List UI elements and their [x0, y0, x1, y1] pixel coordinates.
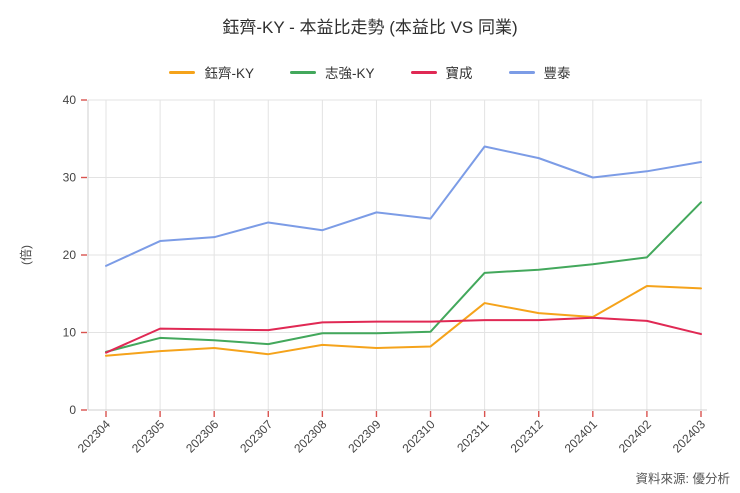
chart-legend: 鈺齊-KY 志強-KY 寶成 豐泰	[0, 62, 740, 82]
legend-label: 寶成	[445, 66, 473, 81]
legend-label: 鈺齊-KY	[204, 66, 254, 81]
legend-item-1[interactable]: 鈺齊-KY	[169, 62, 254, 82]
y-tick-label: 40	[63, 93, 77, 107]
legend-line-icon	[290, 70, 316, 74]
legend-label: 豐泰	[543, 66, 571, 81]
x-tick-label: 202304	[75, 417, 113, 455]
legend-line-icon	[169, 70, 196, 74]
x-tick-label: 202310	[399, 417, 437, 455]
series-line-4	[105, 145, 702, 267]
x-tick-label: 202309	[345, 417, 383, 455]
x-tick-label: 202402	[616, 417, 654, 455]
legend-item-4[interactable]: 豐泰	[508, 62, 571, 82]
legend-label: 志強-KY	[325, 66, 375, 81]
y-tick-label: 0	[69, 403, 76, 417]
series-line-3	[105, 316, 702, 354]
legend-line-icon	[410, 70, 437, 74]
y-tick-label: 10	[63, 326, 77, 340]
series-line-1	[105, 285, 702, 357]
legend-item-3[interactable]: 寶成	[410, 62, 473, 82]
y-tick-label: 30	[63, 171, 77, 185]
legend-item-2[interactable]: 志強-KY	[290, 62, 375, 82]
source-note: 資料來源: 優分析	[635, 472, 730, 486]
y-axis-title: (倍)	[18, 245, 33, 265]
y-tick-label: 20	[63, 248, 77, 262]
legend-line-icon	[508, 70, 535, 74]
x-tick-label: 202401	[562, 417, 600, 455]
x-tick-label: 202305	[129, 417, 167, 455]
x-tick-label: 202308	[291, 417, 329, 455]
series-line-2	[105, 201, 702, 353]
pe-trend-chart: 0 10 20 30 40 202304 202305 202306 202307 202308 2…	[18, 93, 708, 455]
x-tick-label: 202306	[183, 417, 221, 455]
x-tick-label: 202307	[237, 417, 275, 455]
x-tick-label: 202312	[508, 417, 546, 455]
chart-title: 鈺齊-KY - 本益比走勢 (本益比 VS 同業)	[222, 18, 518, 37]
x-tick-label: 202403	[670, 417, 708, 455]
x-tick-label: 202311	[454, 417, 492, 455]
